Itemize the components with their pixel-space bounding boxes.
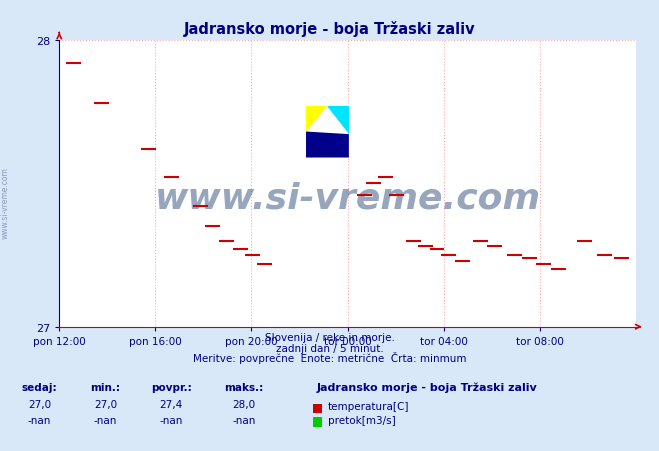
Text: www.si-vreme.com: www.si-vreme.com	[1, 167, 10, 239]
Text: temperatura[C]: temperatura[C]	[328, 401, 409, 411]
Text: min.:: min.:	[90, 382, 121, 392]
Text: 27,0: 27,0	[94, 399, 117, 409]
Text: zadnji dan / 5 minut.: zadnji dan / 5 minut.	[275, 343, 384, 353]
Text: Meritve: povprečne  Enote: metrične  Črta: minmum: Meritve: povprečne Enote: metrične Črta:…	[192, 351, 467, 363]
Text: -nan: -nan	[28, 414, 51, 424]
Text: 28,0: 28,0	[232, 399, 256, 409]
Text: Jadransko morje - boja Tržaski zaliv: Jadransko morje - boja Tržaski zaliv	[184, 21, 475, 37]
Text: Slovenija / reke in morje.: Slovenija / reke in morje.	[264, 332, 395, 342]
Text: www.si-vreme.com: www.si-vreme.com	[155, 181, 540, 215]
Text: 27,0: 27,0	[28, 399, 51, 409]
Text: sedaj:: sedaj:	[22, 382, 57, 392]
Text: -nan: -nan	[232, 414, 256, 424]
Text: povpr.:: povpr.:	[151, 382, 192, 392]
Text: -nan: -nan	[94, 414, 117, 424]
Text: maks.:: maks.:	[224, 382, 264, 392]
Text: Jadransko morje - boja Tržaski zaliv: Jadransko morje - boja Tržaski zaliv	[316, 382, 537, 392]
Text: -nan: -nan	[159, 414, 183, 424]
Polygon shape	[306, 106, 328, 132]
Text: 27,4: 27,4	[159, 399, 183, 409]
Text: pretok[m3/s]: pretok[m3/s]	[328, 414, 395, 424]
Polygon shape	[306, 132, 349, 158]
Polygon shape	[328, 106, 349, 135]
